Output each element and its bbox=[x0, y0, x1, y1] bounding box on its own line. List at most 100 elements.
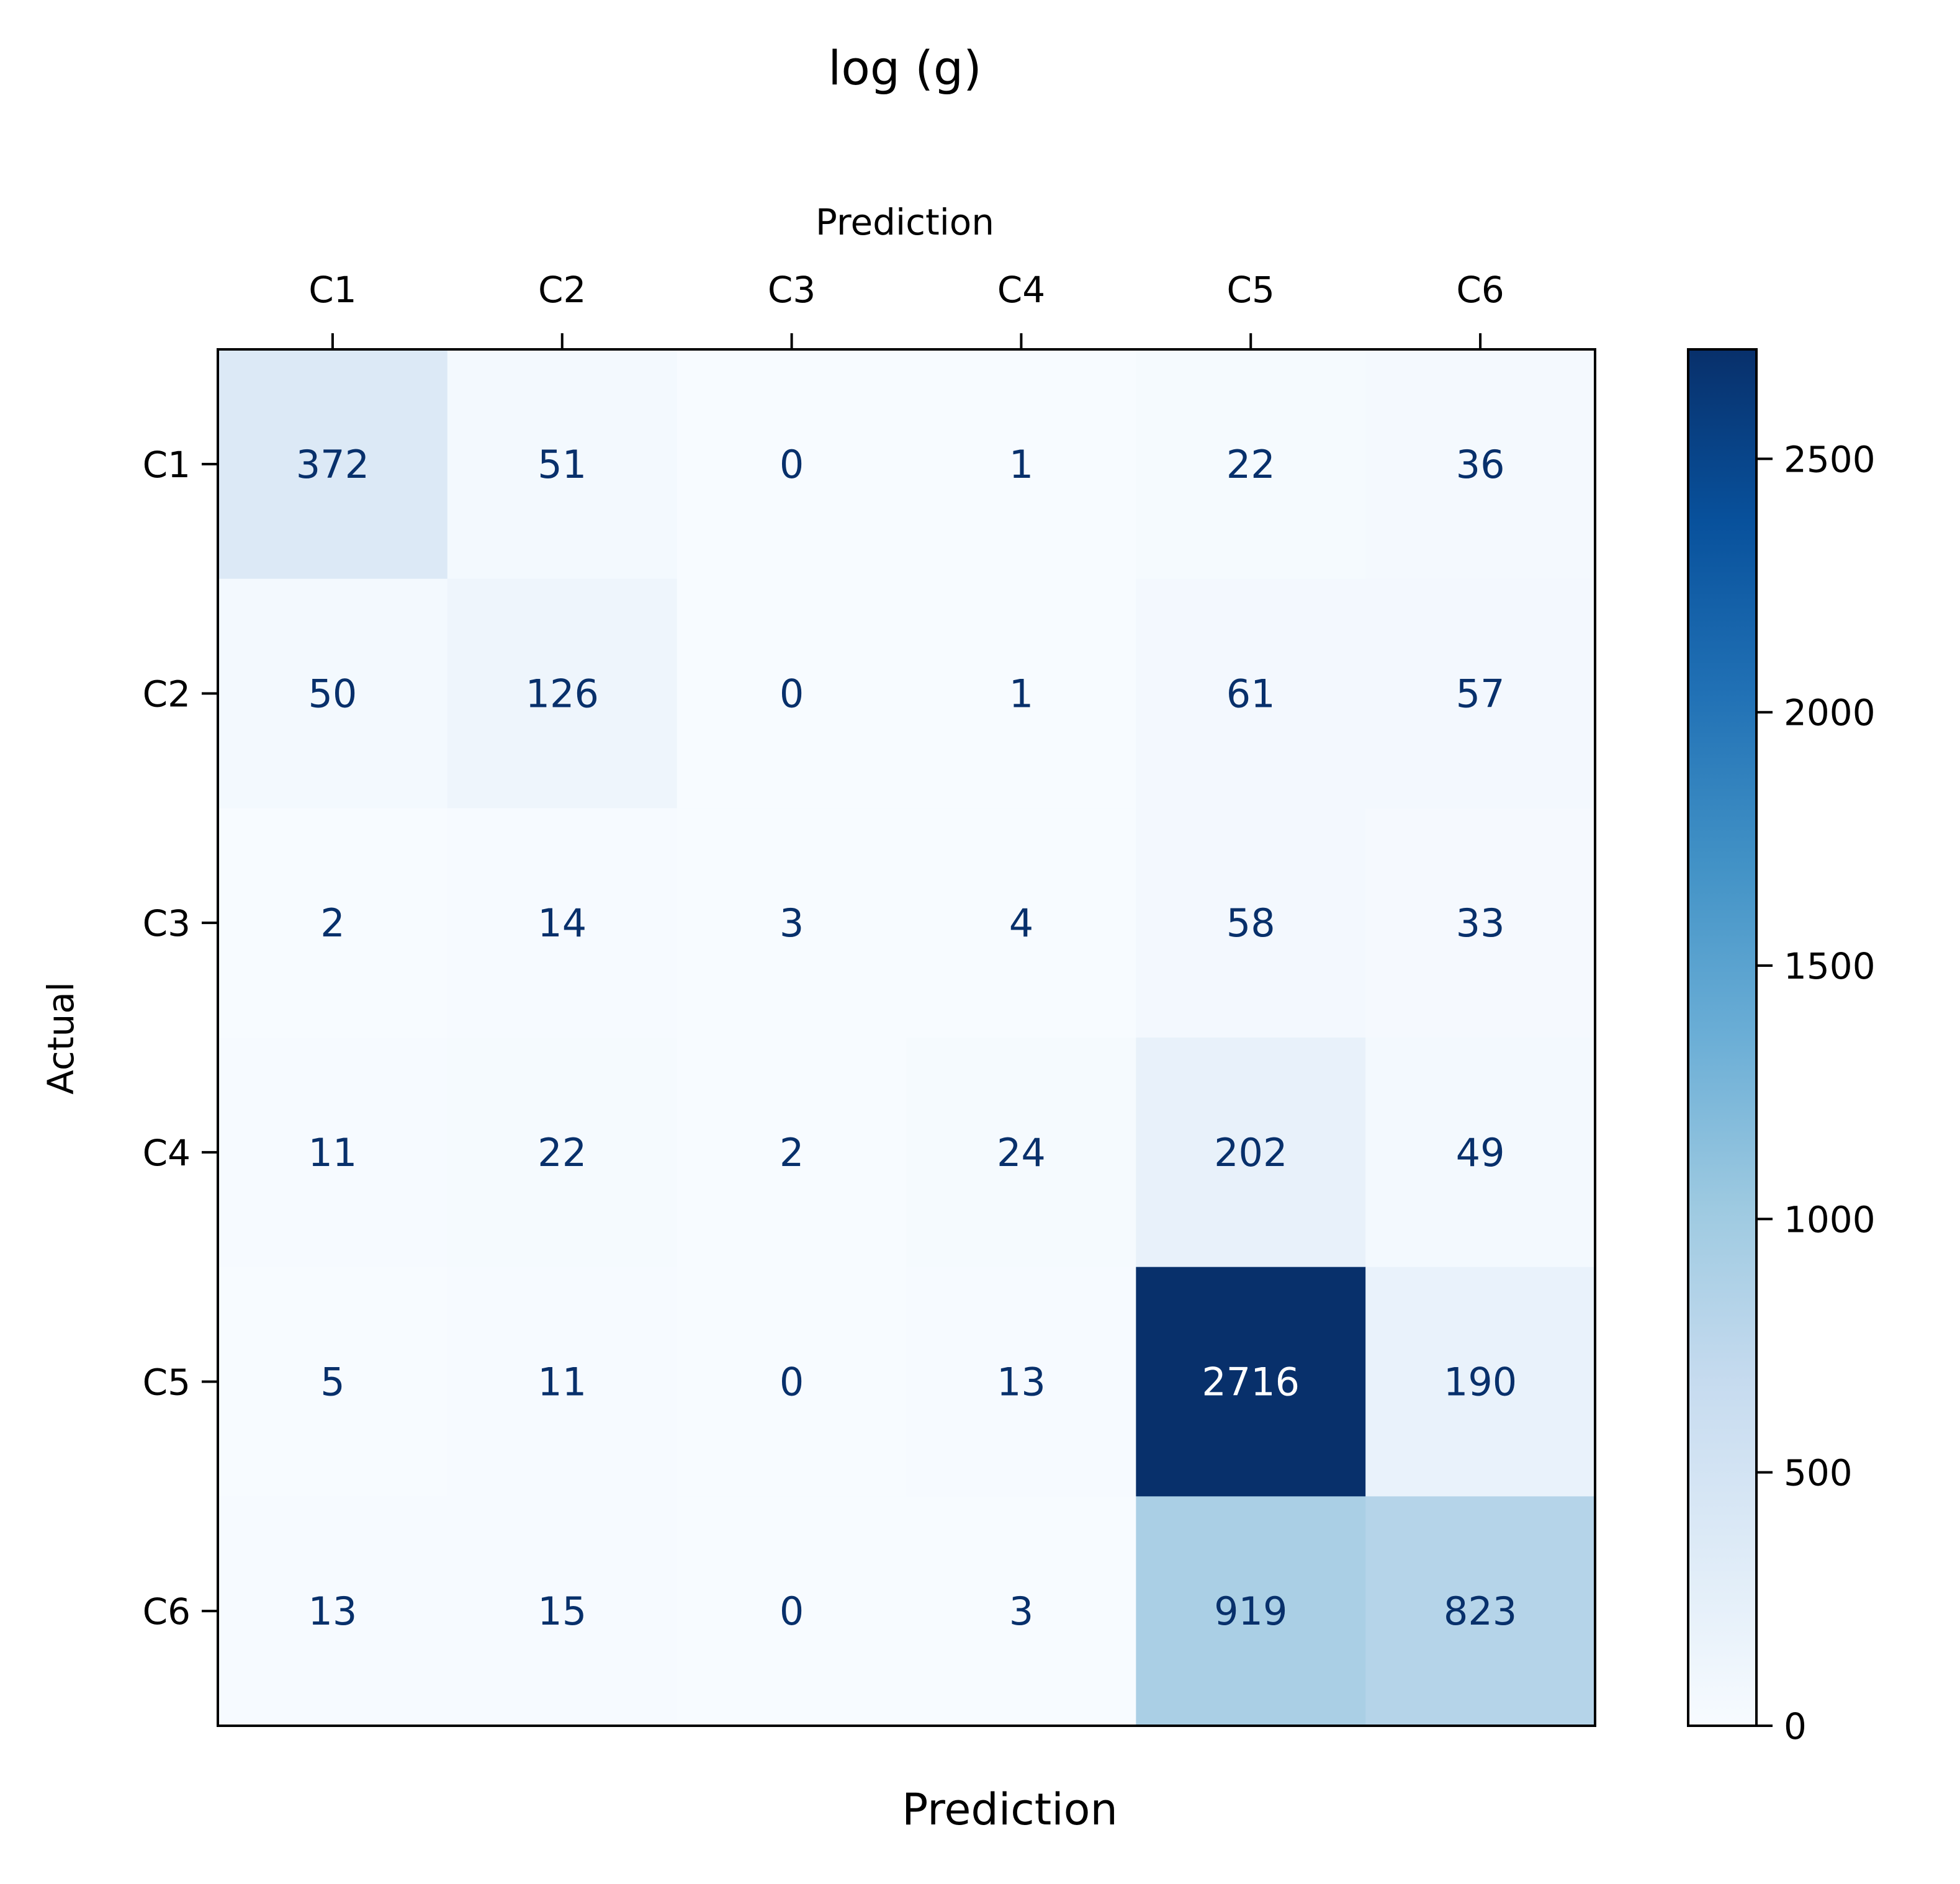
cell-value-label: 3 bbox=[780, 900, 804, 946]
cell-value-label: 5 bbox=[320, 1360, 344, 1405]
cell-value-label: 190 bbox=[1444, 1360, 1517, 1405]
heatmap-cell bbox=[447, 1267, 678, 1497]
x-tick-label: C2 bbox=[538, 269, 586, 311]
heatmap-cell bbox=[1365, 1038, 1596, 1268]
cell-value-label: 4 bbox=[1009, 900, 1033, 946]
heatmap-cell bbox=[677, 1267, 907, 1497]
heatmap-cell bbox=[218, 1496, 448, 1726]
x-tick-label: C5 bbox=[1227, 269, 1275, 311]
y-tick-label: C3 bbox=[143, 902, 191, 944]
y-axis-ticks: C1 C2 C3 C4 C5 C6 bbox=[143, 444, 218, 1633]
cell-value-label: 22 bbox=[537, 1130, 587, 1175]
heatmap-cell bbox=[447, 808, 678, 1038]
cell-value-label: 0 bbox=[780, 1360, 804, 1405]
x-tick-label: C6 bbox=[1456, 269, 1504, 311]
y-tick-label: C6 bbox=[143, 1590, 191, 1633]
heatmap-cell bbox=[1365, 808, 1596, 1038]
cell-value-label: 202 bbox=[1214, 1130, 1287, 1175]
heatmap-cell bbox=[906, 1038, 1136, 1268]
heatmap-cell bbox=[906, 1267, 1136, 1497]
heatmap-cell bbox=[218, 1267, 448, 1497]
plot-frame bbox=[217, 348, 1596, 1727]
x-tick-label: C4 bbox=[997, 269, 1045, 311]
heatmap-cell bbox=[1136, 1267, 1366, 1497]
colorbar-tick-label: 2500 bbox=[1784, 438, 1876, 480]
cell-value-label: 919 bbox=[1214, 1589, 1287, 1634]
cell-value-label: 50 bbox=[308, 671, 357, 717]
colorbar-tick-label: 1000 bbox=[1784, 1198, 1876, 1240]
heatmap-cell bbox=[677, 808, 907, 1038]
cell-value-label: 11 bbox=[537, 1360, 587, 1405]
cell-value-label: 126 bbox=[526, 671, 599, 717]
y-axis-label: Actual bbox=[40, 982, 82, 1095]
heatmap-cell bbox=[677, 349, 907, 580]
heatmap-cell bbox=[677, 578, 907, 809]
heatmap-cell bbox=[1136, 1496, 1366, 1726]
colorbar-ticks: 0 500 1000 1500 2000 2500 bbox=[1756, 438, 1876, 1747]
colorbar-tick-label: 500 bbox=[1784, 1452, 1853, 1494]
cell-value-label: 0 bbox=[780, 671, 804, 717]
heatmap-cell bbox=[1136, 578, 1366, 809]
heatmap-cell bbox=[1136, 1038, 1366, 1268]
heatmap-cell bbox=[218, 578, 448, 809]
y-tick-label: C5 bbox=[143, 1361, 191, 1404]
cell-value-label: 13 bbox=[997, 1360, 1046, 1405]
heatmap-cell bbox=[447, 1038, 678, 1268]
cell-value-label: 33 bbox=[1456, 900, 1505, 946]
colorbar bbox=[1687, 348, 1758, 1727]
heatmap-cell bbox=[906, 349, 1136, 580]
colorbar-tick-label: 0 bbox=[1784, 1705, 1807, 1747]
heatmap-cell bbox=[1136, 808, 1366, 1038]
heatmap-cell bbox=[1136, 349, 1366, 580]
heatmap-cell bbox=[1365, 349, 1596, 580]
heatmap-cell bbox=[1365, 578, 1596, 809]
cell-value-label: 11 bbox=[308, 1130, 357, 1175]
heatmap-cell bbox=[218, 808, 448, 1038]
cell-value-label: 1 bbox=[1009, 671, 1033, 717]
heatmap-cell bbox=[447, 1496, 678, 1726]
heatmap-cell bbox=[906, 578, 1136, 809]
cell-value-label: 22 bbox=[1226, 442, 1275, 487]
cell-value-label: 372 bbox=[296, 442, 369, 487]
cell-value-label: 51 bbox=[537, 442, 587, 487]
cell-value-label: 14 bbox=[537, 900, 587, 946]
y-tick-label: C1 bbox=[143, 444, 191, 486]
colorbar-tick-label: 1500 bbox=[1784, 945, 1876, 987]
heatmap-cell bbox=[447, 349, 678, 580]
cell-value-label: 1 bbox=[1009, 442, 1033, 487]
cell-value-label: 0 bbox=[780, 442, 804, 487]
y-tick-label: C2 bbox=[143, 673, 191, 715]
cell-value-label: 58 bbox=[1226, 900, 1275, 946]
heatmap-cell bbox=[447, 578, 678, 809]
heatmap-cell bbox=[218, 1038, 448, 1268]
cell-value-label: 823 bbox=[1444, 1589, 1517, 1634]
x-axis-label-top: Prediction bbox=[816, 201, 994, 243]
colorbar-tick-label: 2000 bbox=[1784, 692, 1876, 734]
heatmap-cells bbox=[218, 349, 1596, 1726]
cell-value-label: 36 bbox=[1456, 442, 1505, 487]
cell-value-label: 13 bbox=[308, 1589, 357, 1634]
cell-value-label: 2716 bbox=[1202, 1360, 1300, 1405]
cell-value-label: 2 bbox=[320, 900, 344, 946]
chart-title: log (g) bbox=[828, 40, 982, 96]
x-tick-label: C3 bbox=[768, 269, 816, 311]
x-axis-ticks: C1 C2 C3 C4 C5 C6 bbox=[308, 269, 1504, 349]
cell-value-label: 49 bbox=[1456, 1130, 1505, 1175]
heatmap-cell bbox=[906, 1496, 1136, 1726]
cell-value-label: 61 bbox=[1226, 671, 1275, 717]
heatmap-cell bbox=[1365, 1267, 1596, 1497]
y-tick-label: C4 bbox=[143, 1132, 191, 1174]
x-axis-label: Prediction bbox=[902, 1784, 1118, 1835]
heatmap-cell bbox=[906, 808, 1136, 1038]
x-tick-label: C1 bbox=[308, 269, 356, 311]
heatmap-cell bbox=[1365, 1496, 1596, 1726]
cell-value-label: 2 bbox=[780, 1130, 804, 1175]
heatmap-cell bbox=[677, 1038, 907, 1268]
cell-value-label: 3 bbox=[1009, 1589, 1033, 1634]
cell-value-label: 15 bbox=[537, 1589, 587, 1634]
heatmap-cell bbox=[677, 1496, 907, 1726]
cell-value-label: 0 bbox=[780, 1589, 804, 1634]
cell-value-label: 57 bbox=[1456, 671, 1505, 717]
heatmap-cell bbox=[218, 349, 448, 580]
